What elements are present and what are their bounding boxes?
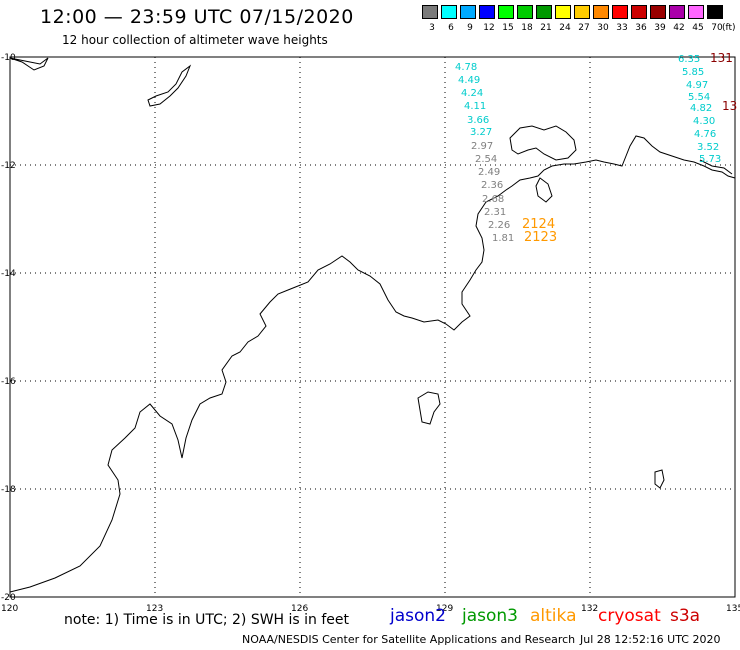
wave-height-tracks: 4.78 4.49 4.24 4.11 3.663.27 2.97 2.54 2.49 2.36…: [455, 51, 737, 245]
swh-label-darkred: 13: [722, 99, 737, 113]
scale-label: 3: [429, 23, 435, 33]
swh-label-cyan: 3.52: [697, 142, 719, 153]
footnote: note: 1) Time is in UTC; 2) SWH is in fe…: [64, 612, 350, 628]
satellite-legend-cryosat: cryosat: [598, 606, 661, 626]
swh-label-cyan: 5.54: [688, 92, 710, 103]
swh-label-cyan: 4.76: [694, 129, 716, 140]
coastline-islands-north: [535, 177, 553, 203]
lat-label: -18: [1, 485, 16, 495]
lon-label: 135: [726, 604, 740, 614]
scale-label: 21: [540, 23, 552, 33]
swh-label-cyan: 4.82: [690, 103, 712, 114]
swh-label-orange: 2124: [522, 217, 555, 232]
scale-label: 42: [673, 23, 685, 33]
scale-swatch: [688, 5, 704, 19]
scale-label: 39: [654, 23, 666, 33]
scale-swatch: [422, 5, 438, 19]
scale-swatch: [593, 5, 609, 19]
scale-label: 36: [635, 23, 647, 33]
swh-label-gray: 2.36: [481, 180, 503, 191]
swh-label-gray: 2.68: [482, 194, 504, 205]
coastline-arnhem-peninsula: [509, 125, 577, 161]
swh-label-cyan: 5.85: [682, 67, 704, 78]
swh-label-gray: 2.49: [478, 167, 500, 178]
island-wessel: [654, 469, 665, 489]
swh-label-cyan: 4.97: [686, 80, 708, 91]
lat-label: -14: [1, 269, 16, 279]
lon-label: 129: [436, 604, 453, 614]
island-tanimbar: [147, 64, 192, 107]
satellite-legend-jason2: jason2: [390, 606, 446, 626]
swh-label-gray: 2.26: [488, 220, 510, 231]
map-frame: [9, 56, 736, 598]
scale-label: 15: [502, 23, 514, 33]
swh-label-gray: 2.31: [484, 207, 506, 218]
swh-label-gray: 1.81: [492, 233, 514, 244]
scale-swatch: [498, 5, 514, 19]
island-groote-eylandt: [417, 391, 441, 425]
scale-swatch: [479, 5, 495, 19]
swh-label-gray: 2.54: [475, 154, 497, 165]
swh-label-cyan: 4.78: [455, 62, 477, 73]
island-timor-fragment: [9, 57, 49, 71]
scale-swatch: [707, 5, 723, 19]
scale-label: 9: [467, 23, 473, 33]
scale-label: 12: [483, 23, 495, 33]
scale-swatch: [460, 5, 476, 19]
swh-label-gray: 2.97: [471, 141, 493, 152]
scale-label: 33: [616, 23, 628, 33]
scale-unit: (ft): [722, 23, 736, 33]
scale-swatch: [631, 5, 647, 19]
map-title: 12:00 — 23:59 UTC 07/15/2020: [40, 6, 354, 28]
credit-line: NOAA/NESDIS Center for Satellite Applica…: [242, 633, 576, 646]
swh-label-cyan: 3.66: [467, 115, 489, 126]
scale-swatch: [441, 5, 457, 19]
lat-label: -10: [1, 53, 16, 63]
scale-label: 27: [578, 23, 590, 33]
swh-label-cyan: 4.49: [458, 75, 480, 86]
swh-label-cyan: 4.30: [693, 116, 715, 127]
scale-swatch: [517, 5, 533, 19]
swh-label-cyan: 3.27: [470, 127, 492, 138]
scale-label: 24: [559, 23, 571, 33]
lat-label: -16: [1, 377, 16, 387]
scale-swatch: [669, 5, 685, 19]
swh-label-cyan: 4.24: [461, 88, 483, 99]
scale-label: 45: [692, 23, 704, 33]
lon-label: 123: [146, 604, 163, 614]
lon-label: 126: [291, 604, 308, 614]
scale-swatch: [650, 5, 666, 19]
scale-label: 30: [597, 23, 609, 33]
scale-swatch: [536, 5, 552, 19]
lat-label: -20: [1, 593, 16, 603]
satellite-legend-jason3: jason3: [462, 606, 518, 626]
satellite-legend-s3a: s3a: [670, 606, 701, 626]
scale-label: 70: [711, 23, 723, 33]
swh-label-cyan: 4.11: [464, 101, 486, 112]
lon-label: 120: [1, 604, 18, 614]
map-subtitle: 12 hour collection of altimeter wave hei…: [62, 33, 328, 47]
coastline: [9, 57, 736, 593]
lat-label: -12: [1, 161, 16, 171]
coastline-mainland: [9, 135, 736, 593]
satellite-legend-altika: altika: [530, 606, 577, 626]
timestamp: Jul 28 12:52:16 UTC 2020: [580, 633, 721, 646]
lon-label: 132: [581, 604, 598, 614]
swh-label-cyan: 6.35: [678, 54, 700, 65]
swh-label-darkred: 131: [710, 51, 733, 65]
graticule: [10, 57, 735, 597]
scale-swatch: [612, 5, 628, 19]
scale-label: 6: [448, 23, 454, 33]
scale-swatch: [574, 5, 590, 19]
scale-swatch: [555, 5, 571, 19]
scale-label: 18: [521, 23, 533, 33]
swh-label-cyan: 5.73: [699, 154, 721, 165]
coastline-east: [699, 159, 733, 175]
swh-label-orange: 2123: [524, 230, 557, 245]
